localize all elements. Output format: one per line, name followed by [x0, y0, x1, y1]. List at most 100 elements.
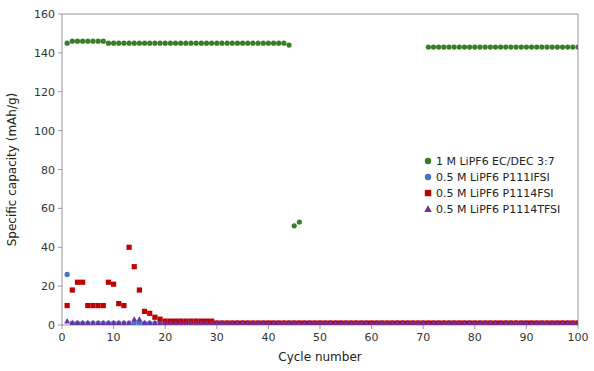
point: [575, 320, 578, 325]
point: [157, 320, 163, 325]
point: [477, 320, 482, 325]
point: [286, 320, 291, 325]
point: [255, 41, 260, 46]
point: [292, 223, 297, 228]
x-tick: [423, 325, 424, 329]
point: [116, 320, 122, 325]
point: [488, 320, 493, 325]
point: [70, 39, 75, 44]
point: [379, 320, 385, 325]
point: [178, 41, 183, 46]
point: [570, 320, 576, 325]
point: [307, 320, 313, 325]
y-axis-label: Specific capacity (mAh/g): [5, 93, 19, 247]
point: [80, 320, 86, 325]
point: [493, 320, 498, 325]
point: [235, 320, 240, 325]
point: [183, 41, 188, 46]
point: [214, 320, 219, 325]
point: [374, 320, 380, 325]
x-tick-label: 0: [59, 331, 66, 344]
point: [116, 320, 121, 325]
point: [477, 320, 483, 325]
y-tick: [58, 52, 62, 53]
point: [90, 303, 95, 308]
point: [276, 320, 282, 325]
point: [354, 320, 359, 325]
point: [415, 320, 420, 325]
point: [101, 303, 106, 308]
point: [307, 320, 312, 325]
point: [234, 320, 240, 325]
point: [255, 320, 260, 325]
point: [131, 316, 137, 321]
point: [384, 320, 390, 325]
legend-label: 0.5 M LiPF6 P1114TFSI: [436, 203, 560, 216]
point: [255, 320, 260, 325]
y-tick-label: 80: [41, 164, 55, 177]
point: [85, 303, 90, 308]
point: [462, 320, 467, 325]
point: [400, 320, 405, 325]
series: [65, 39, 578, 229]
point: [178, 320, 184, 325]
point: [395, 320, 400, 325]
x-tick: [320, 325, 321, 329]
point: [121, 320, 127, 325]
point: [508, 44, 513, 49]
point: [137, 287, 142, 292]
point: [436, 320, 441, 325]
point: [65, 272, 70, 277]
point: [488, 320, 493, 325]
point: [343, 320, 349, 325]
point: [472, 320, 478, 325]
point: [136, 316, 142, 321]
point: [111, 320, 117, 325]
point: [493, 320, 498, 325]
point: [152, 320, 157, 325]
point: [529, 320, 534, 325]
point: [96, 320, 101, 325]
point: [529, 320, 535, 325]
y-tick-label: 120: [34, 86, 55, 99]
point: [549, 320, 555, 325]
point: [472, 44, 477, 49]
point: [111, 41, 116, 46]
point: [74, 320, 80, 325]
y-tick: [58, 130, 62, 131]
point: [359, 320, 364, 325]
point: [400, 320, 406, 325]
point: [457, 320, 462, 325]
point: [90, 320, 95, 325]
point: [152, 315, 157, 320]
legend-label: 0.5 M LiPF6 P1114FSI: [436, 187, 554, 200]
y-tick: [58, 286, 62, 287]
point: [126, 320, 131, 325]
point: [327, 320, 333, 325]
point: [570, 320, 575, 325]
point: [281, 320, 286, 325]
x-tick: [474, 325, 475, 329]
legend-item: 0.5 M LiPF6 P1114TFSI: [424, 203, 560, 216]
point: [452, 320, 457, 325]
point: [539, 320, 544, 325]
point: [219, 320, 225, 325]
point: [348, 320, 353, 325]
point: [240, 320, 246, 325]
point: [240, 320, 245, 325]
point: [498, 320, 503, 325]
x-tick: [371, 325, 372, 329]
point: [343, 320, 348, 325]
point: [534, 320, 540, 325]
y-tick: [58, 14, 62, 15]
point: [374, 320, 379, 325]
point: [529, 44, 534, 49]
point: [570, 320, 575, 325]
x-tick-label: 100: [568, 331, 589, 344]
point: [250, 320, 255, 325]
y-tick: [58, 91, 62, 92]
point: [204, 41, 209, 46]
point: [312, 320, 317, 325]
point: [225, 320, 230, 325]
point: [64, 318, 70, 323]
